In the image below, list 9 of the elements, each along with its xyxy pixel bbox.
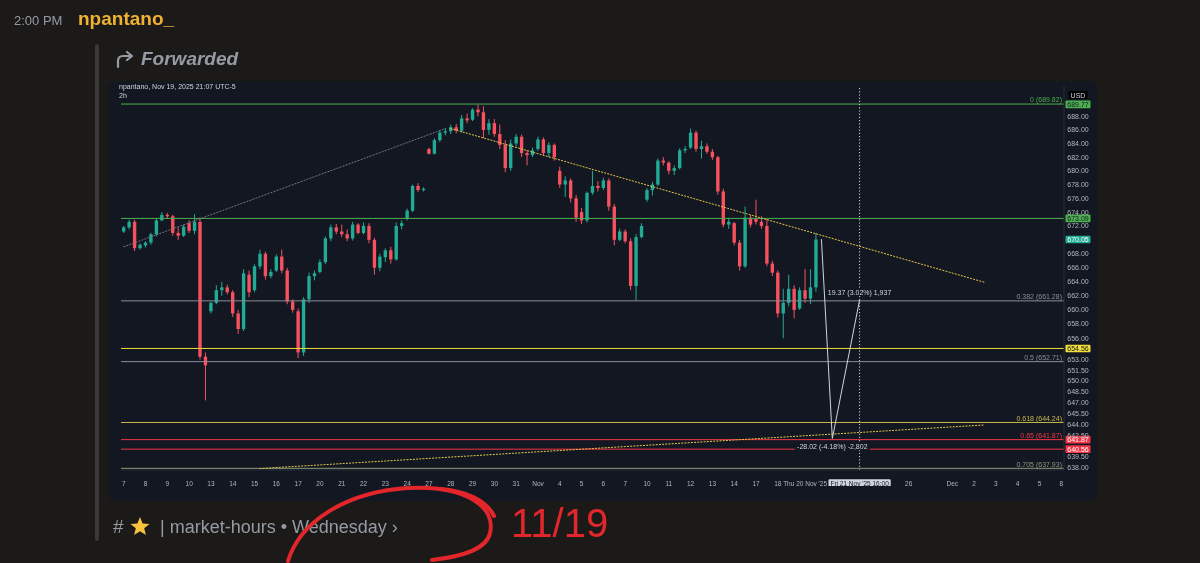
text: Forwarded — [141, 48, 239, 69]
text: npantano_ — [78, 8, 175, 29]
candlestick — [732, 221, 736, 246]
candlestick — [236, 309, 240, 335]
text: 2:00 PM — [14, 13, 63, 28]
candlestick — [607, 177, 611, 212]
text: 11/19 — [511, 501, 609, 545]
candlestick — [514, 133, 518, 147]
text: # — [113, 516, 124, 537]
